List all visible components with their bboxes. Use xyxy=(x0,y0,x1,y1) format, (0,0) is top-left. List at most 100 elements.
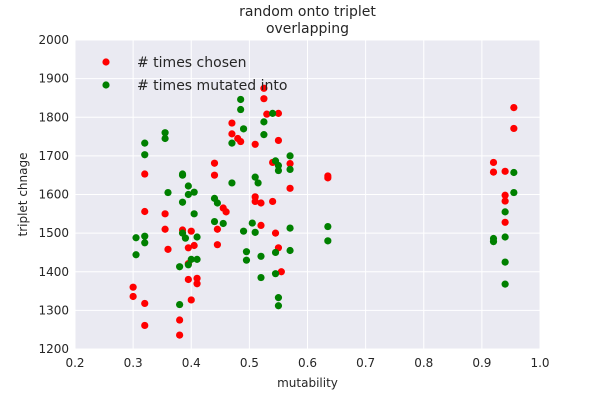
data-point xyxy=(141,299,149,308)
y-tick-label: 1200 xyxy=(38,342,69,356)
data-point xyxy=(510,168,518,177)
data-point xyxy=(239,227,248,235)
data-point xyxy=(510,124,518,133)
data-point xyxy=(501,197,509,205)
data-point xyxy=(248,219,256,227)
data-point xyxy=(141,139,149,147)
x-tick-label: 0.8 xyxy=(414,356,433,370)
data-point xyxy=(184,244,192,252)
data-point xyxy=(219,219,227,228)
data-point xyxy=(274,109,283,117)
data-point xyxy=(510,188,518,197)
data-point xyxy=(161,210,169,218)
data-point xyxy=(187,296,195,304)
data-point xyxy=(501,167,509,175)
data-point xyxy=(501,233,509,241)
data-point xyxy=(286,152,294,160)
data-points xyxy=(129,84,518,339)
data-point xyxy=(178,171,187,179)
data-point xyxy=(213,225,222,233)
data-point xyxy=(242,248,251,256)
legend-marker xyxy=(102,81,110,89)
data-point xyxy=(260,118,268,126)
data-point xyxy=(178,198,187,206)
data-point xyxy=(141,232,149,240)
data-point xyxy=(274,136,283,145)
series-2-points xyxy=(132,95,518,310)
data-point xyxy=(251,197,259,206)
data-point xyxy=(161,129,169,137)
data-point xyxy=(269,197,277,206)
y-tick-label: 1900 xyxy=(38,72,69,86)
data-point xyxy=(260,95,268,103)
data-point xyxy=(213,199,222,207)
data-point xyxy=(228,130,236,138)
data-point xyxy=(260,131,268,139)
data-point xyxy=(176,300,184,309)
data-point xyxy=(190,210,198,218)
data-point xyxy=(324,174,332,182)
data-point xyxy=(286,184,294,192)
data-point xyxy=(257,252,265,260)
data-point xyxy=(271,270,280,278)
data-point xyxy=(271,229,280,237)
data-point xyxy=(489,158,498,167)
y-tick-label: 1700 xyxy=(38,149,69,163)
data-point xyxy=(181,234,190,242)
data-point xyxy=(274,161,283,170)
data-point xyxy=(271,248,280,257)
data-point xyxy=(489,238,498,246)
data-point xyxy=(141,321,149,330)
x-axis-label: mutability xyxy=(277,376,338,390)
grid-lines xyxy=(74,39,541,350)
data-point xyxy=(176,316,184,324)
data-point xyxy=(164,188,172,197)
data-point xyxy=(184,275,192,284)
data-point xyxy=(132,251,140,259)
x-tick-labels: 0.2 0.3 0.4 0.5 0.6 0.7 0.8 0.9 1.0 xyxy=(65,356,549,370)
y-tick-label: 1800 xyxy=(38,110,69,124)
data-point xyxy=(237,105,245,114)
data-point xyxy=(193,280,201,288)
x-tick-label: 0.3 xyxy=(124,356,143,370)
data-point xyxy=(187,255,195,263)
data-point xyxy=(222,208,230,216)
data-point xyxy=(164,245,172,253)
data-point xyxy=(187,227,195,235)
data-point xyxy=(228,139,236,147)
data-point xyxy=(237,95,245,104)
y-tick-label: 1600 xyxy=(38,188,69,202)
data-point xyxy=(254,179,262,187)
data-point xyxy=(286,165,294,173)
data-point xyxy=(242,256,251,264)
data-point xyxy=(501,280,509,288)
legend: # times chosen # times mutated into xyxy=(102,55,287,94)
data-point xyxy=(324,237,332,245)
legend-marker xyxy=(102,58,110,66)
chart-title-line-2: overlapping xyxy=(266,21,349,37)
data-point xyxy=(286,224,294,232)
data-point xyxy=(251,140,259,148)
data-point xyxy=(501,191,509,199)
data-point xyxy=(129,283,137,291)
data-point xyxy=(489,168,498,176)
data-point xyxy=(190,188,198,196)
data-point xyxy=(193,274,201,282)
data-point xyxy=(213,241,222,249)
y-tick-label: 1400 xyxy=(38,265,69,279)
legend-label: # times mutated into xyxy=(137,78,287,94)
data-point xyxy=(141,239,149,247)
data-point xyxy=(251,228,259,236)
data-point xyxy=(251,173,259,181)
data-point xyxy=(239,125,248,133)
data-point xyxy=(210,171,219,179)
x-tick-label: 1.0 xyxy=(530,356,549,370)
series-1-points xyxy=(129,84,518,339)
x-tick-label: 0.6 xyxy=(298,356,317,370)
data-point xyxy=(260,84,268,92)
y-tick-label: 1500 xyxy=(38,226,69,240)
data-point xyxy=(274,294,283,302)
data-point xyxy=(141,207,149,216)
